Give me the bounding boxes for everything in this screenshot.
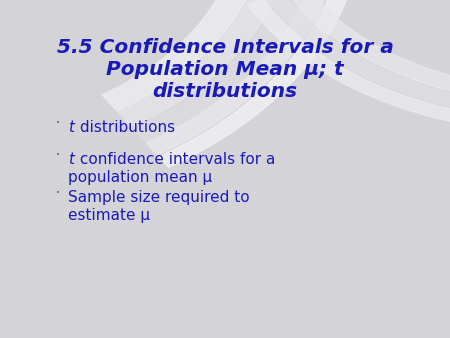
Text: estimate μ: estimate μ bbox=[68, 208, 150, 223]
Polygon shape bbox=[102, 0, 266, 111]
Text: Population Mean μ; t: Population Mean μ; t bbox=[106, 60, 344, 79]
Polygon shape bbox=[146, 0, 340, 155]
Text: •: • bbox=[56, 152, 60, 158]
Text: Sample size required to: Sample size required to bbox=[68, 190, 250, 205]
Text: t: t bbox=[68, 120, 74, 135]
Polygon shape bbox=[247, 0, 450, 127]
Text: •: • bbox=[56, 120, 60, 126]
Text: •: • bbox=[56, 190, 60, 196]
Text: population mean μ: population mean μ bbox=[68, 170, 212, 185]
Polygon shape bbox=[287, 0, 450, 99]
Polygon shape bbox=[118, 0, 293, 127]
Text: distributions: distributions bbox=[75, 120, 175, 135]
Text: 5.5 Confidence Intervals for a: 5.5 Confidence Intervals for a bbox=[57, 38, 393, 57]
Text: confidence intervals for a: confidence intervals for a bbox=[75, 152, 275, 167]
Polygon shape bbox=[134, 0, 318, 142]
Polygon shape bbox=[266, 0, 450, 114]
Polygon shape bbox=[159, 0, 361, 167]
Text: distributions: distributions bbox=[153, 82, 297, 101]
Text: t: t bbox=[68, 152, 74, 167]
